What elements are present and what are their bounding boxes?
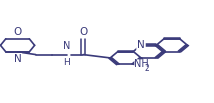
Text: O: O [79, 27, 87, 37]
Text: N: N [14, 54, 21, 64]
Text: O: O [13, 27, 22, 37]
Text: 2: 2 [144, 64, 149, 73]
Text: N: N [137, 40, 145, 50]
Text: NH: NH [134, 59, 149, 69]
Text: H: H [63, 58, 70, 67]
Text: N: N [63, 41, 70, 51]
